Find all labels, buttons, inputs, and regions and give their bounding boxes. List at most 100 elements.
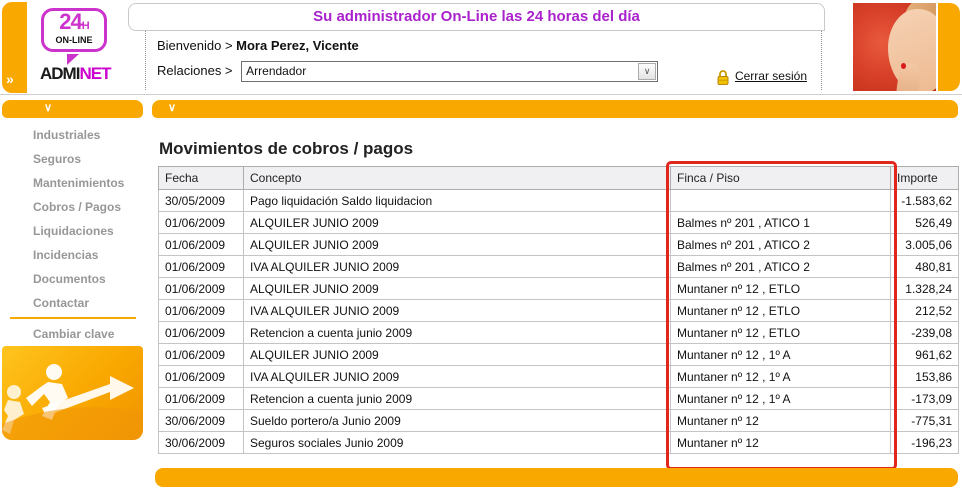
cell-importe: -239,08 bbox=[890, 321, 959, 344]
cell-finca-piso: Muntaner nº 12 bbox=[670, 431, 891, 454]
cell-finca-piso: Balmes nº 201 , ATICO 1 bbox=[670, 211, 891, 234]
relations-line: Relaciones > Arrendador ∨ bbox=[157, 61, 659, 82]
table-row: 01/06/2009 ALQUILER JUNIO 2009 Balmes nº 2… bbox=[158, 211, 959, 234]
cell-finca-piso bbox=[670, 189, 891, 212]
table-row: 01/06/2009 IVA ALQUILER JUNIO 2009 Muntane… bbox=[158, 299, 959, 322]
table-row: 01/06/2009 Retencion a cuenta junio 2009 M… bbox=[158, 321, 959, 344]
sidebar-item-contactar[interactable]: Contactar bbox=[33, 296, 90, 310]
table-header-row: Fecha Concepto Finca / Piso Importe bbox=[158, 166, 959, 190]
relations-label: Relaciones > bbox=[157, 62, 233, 78]
table-row: 01/06/2009 Retencion a cuenta junio 2009 M… bbox=[158, 387, 959, 410]
cell-finca-piso: Muntaner nº 12 bbox=[670, 409, 891, 432]
sidebar-item-liquidaciones[interactable]: Liquidaciones bbox=[33, 224, 114, 238]
welcome-line: Bienvenido > Mora Perez, Vicente bbox=[157, 38, 359, 53]
logout-label[interactable]: Cerrar sesión bbox=[734, 69, 807, 84]
cell-fecha: 30/05/2009 bbox=[158, 189, 244, 212]
chevron-down-icon[interactable]: ∨ bbox=[168, 102, 177, 114]
cell-concepto: Retencion a cuenta junio 2009 bbox=[243, 321, 671, 344]
logo-online: ON-LINE bbox=[55, 35, 93, 45]
cell-finca-piso: Muntaner nº 12 , ETLO bbox=[670, 321, 891, 344]
cell-concepto: ALQUILER JUNIO 2009 bbox=[243, 233, 671, 256]
col-header-concepto: Concepto bbox=[243, 166, 671, 190]
sidebar-collapse-bar[interactable]: ∨ bbox=[2, 100, 143, 118]
cell-importe: 526,49 bbox=[890, 211, 959, 234]
relations-select[interactable]: Arrendador ∨ bbox=[241, 61, 659, 82]
collapse-arrows-icon[interactable]: » bbox=[6, 71, 14, 87]
speech-bubble-tail-icon bbox=[67, 54, 79, 65]
col-header-finca-piso: Finca / Piso bbox=[670, 166, 891, 190]
cell-concepto: IVA ALQUILER JUNIO 2009 bbox=[243, 365, 671, 388]
logo: 24H ON-LINE ADMINET bbox=[27, 2, 127, 93]
table-row: 01/06/2009 IVA ALQUILER JUNIO 2009 Balmes … bbox=[158, 255, 959, 278]
footer-bar bbox=[155, 468, 958, 487]
cell-finca-piso: Muntaner nº 12 , ETLO bbox=[670, 277, 891, 300]
select-dropdown-button[interactable]: ∨ bbox=[638, 63, 657, 80]
table-row: 30/06/2009 Seguros sociales Junio 2009 Mun… bbox=[158, 431, 959, 454]
cell-fecha: 01/06/2009 bbox=[158, 387, 244, 410]
cell-concepto: Retencion a cuenta junio 2009 bbox=[243, 387, 671, 410]
cell-concepto: Seguros sociales Junio 2009 bbox=[243, 431, 671, 454]
cell-fecha: 01/06/2009 bbox=[158, 277, 244, 300]
cell-concepto: IVA ALQUILER JUNIO 2009 bbox=[243, 255, 671, 278]
sidebar-item-documentos[interactable]: Documentos bbox=[33, 272, 106, 286]
table-body: 30/05/2009 Pago liquidación Saldo liquida… bbox=[158, 189, 959, 454]
banner-text: Su administrador On-Line las 24 horas de… bbox=[313, 8, 640, 25]
user-info-panel: Bienvenido > Mora Perez, Vicente Relacio… bbox=[145, 31, 822, 90]
cell-importe: -775,31 bbox=[890, 409, 959, 432]
cell-importe: -1.583,62 bbox=[890, 189, 959, 212]
left-collapse-strip[interactable]: » bbox=[2, 2, 27, 93]
cell-fecha: 30/06/2009 bbox=[158, 409, 244, 432]
cell-importe: 212,52 bbox=[890, 299, 959, 322]
movements-table: Fecha Concepto Finca / Piso Importe 30/0… bbox=[158, 166, 959, 454]
cell-finca-piso: Muntaner nº 12 , 1º A bbox=[670, 343, 891, 366]
col-header-fecha: Fecha bbox=[158, 166, 244, 190]
cell-fecha: 01/06/2009 bbox=[158, 255, 244, 278]
table-row: 01/06/2009 ALQUILER JUNIO 2009 Balmes nº 2… bbox=[158, 233, 959, 256]
cell-importe: 153,86 bbox=[890, 365, 959, 388]
right-orange-strip bbox=[938, 3, 960, 91]
cell-finca-piso: Balmes nº 201 , ATICO 2 bbox=[670, 255, 891, 278]
sidebar-divider bbox=[10, 317, 136, 319]
cell-finca-piso: Balmes nº 201 , ATICO 2 bbox=[670, 233, 891, 256]
photo-nail bbox=[901, 63, 906, 69]
sidebar-illustration bbox=[2, 346, 143, 440]
table-row: 30/05/2009 Pago liquidación Saldo liquida… bbox=[158, 189, 959, 212]
cell-finca-piso: Muntaner nº 12 , 1º A bbox=[670, 365, 891, 388]
banner: Su administrador On-Line las 24 horas de… bbox=[128, 3, 825, 31]
cell-fecha: 01/06/2009 bbox=[158, 343, 244, 366]
cell-concepto: ALQUILER JUNIO 2009 bbox=[243, 277, 671, 300]
sidebar-item-mantenimientos[interactable]: Mantenimientos bbox=[33, 176, 125, 190]
cell-importe: 961,62 bbox=[890, 343, 959, 366]
sidebar-nav: Industriales Seguros Mantenimientos Cobros … bbox=[2, 123, 143, 315]
header-photo bbox=[853, 3, 936, 91]
cell-fecha: 01/06/2009 bbox=[158, 211, 244, 234]
main-collapse-bar[interactable]: ∨ bbox=[152, 100, 958, 118]
padlock-icon bbox=[717, 70, 729, 85]
cell-concepto: ALQUILER JUNIO 2009 bbox=[243, 211, 671, 234]
sidebar-item-cambiar-clave[interactable]: Cambiar clave bbox=[33, 327, 115, 341]
logo-24h: 24H bbox=[59, 9, 89, 34]
cell-concepto: IVA ALQUILER JUNIO 2009 bbox=[243, 299, 671, 322]
cell-fecha: 01/06/2009 bbox=[158, 365, 244, 388]
cell-fecha: 01/06/2009 bbox=[158, 299, 244, 322]
cell-importe: 3.005,06 bbox=[890, 233, 959, 256]
table-row: 01/06/2009 ALQUILER JUNIO 2009 Muntaner nº… bbox=[158, 277, 959, 300]
cell-fecha: 01/06/2009 bbox=[158, 233, 244, 256]
table-row: 01/06/2009 IVA ALQUILER JUNIO 2009 Muntane… bbox=[158, 365, 959, 388]
header-divider bbox=[0, 94, 962, 95]
sidebar-item-industriales[interactable]: Industriales bbox=[33, 128, 101, 142]
chevron-down-icon[interactable]: ∨ bbox=[44, 102, 53, 114]
cell-importe: -173,09 bbox=[890, 387, 959, 410]
brand-name: ADMINET bbox=[40, 64, 111, 83]
logo-speech-bubble-icon: 24H ON-LINE bbox=[41, 8, 107, 52]
cell-importe: 480,81 bbox=[890, 255, 959, 278]
sidebar-item-cobros-pagos[interactable]: Cobros / Pagos bbox=[33, 200, 122, 214]
logout-link[interactable]: Cerrar sesión bbox=[716, 69, 807, 85]
sidebar-item-incidencias[interactable]: Incidencias bbox=[33, 248, 99, 262]
cell-fecha: 01/06/2009 bbox=[158, 321, 244, 344]
page-title: Movimientos de cobros / pagos bbox=[159, 139, 414, 158]
table-row: 30/06/2009 Sueldo portero/a Junio 2009 Mun… bbox=[158, 409, 959, 432]
cell-importe: 1.328,24 bbox=[890, 277, 959, 300]
sidebar-item-seguros[interactable]: Seguros bbox=[33, 152, 82, 166]
relations-selected-value: Arrendador bbox=[246, 64, 307, 78]
